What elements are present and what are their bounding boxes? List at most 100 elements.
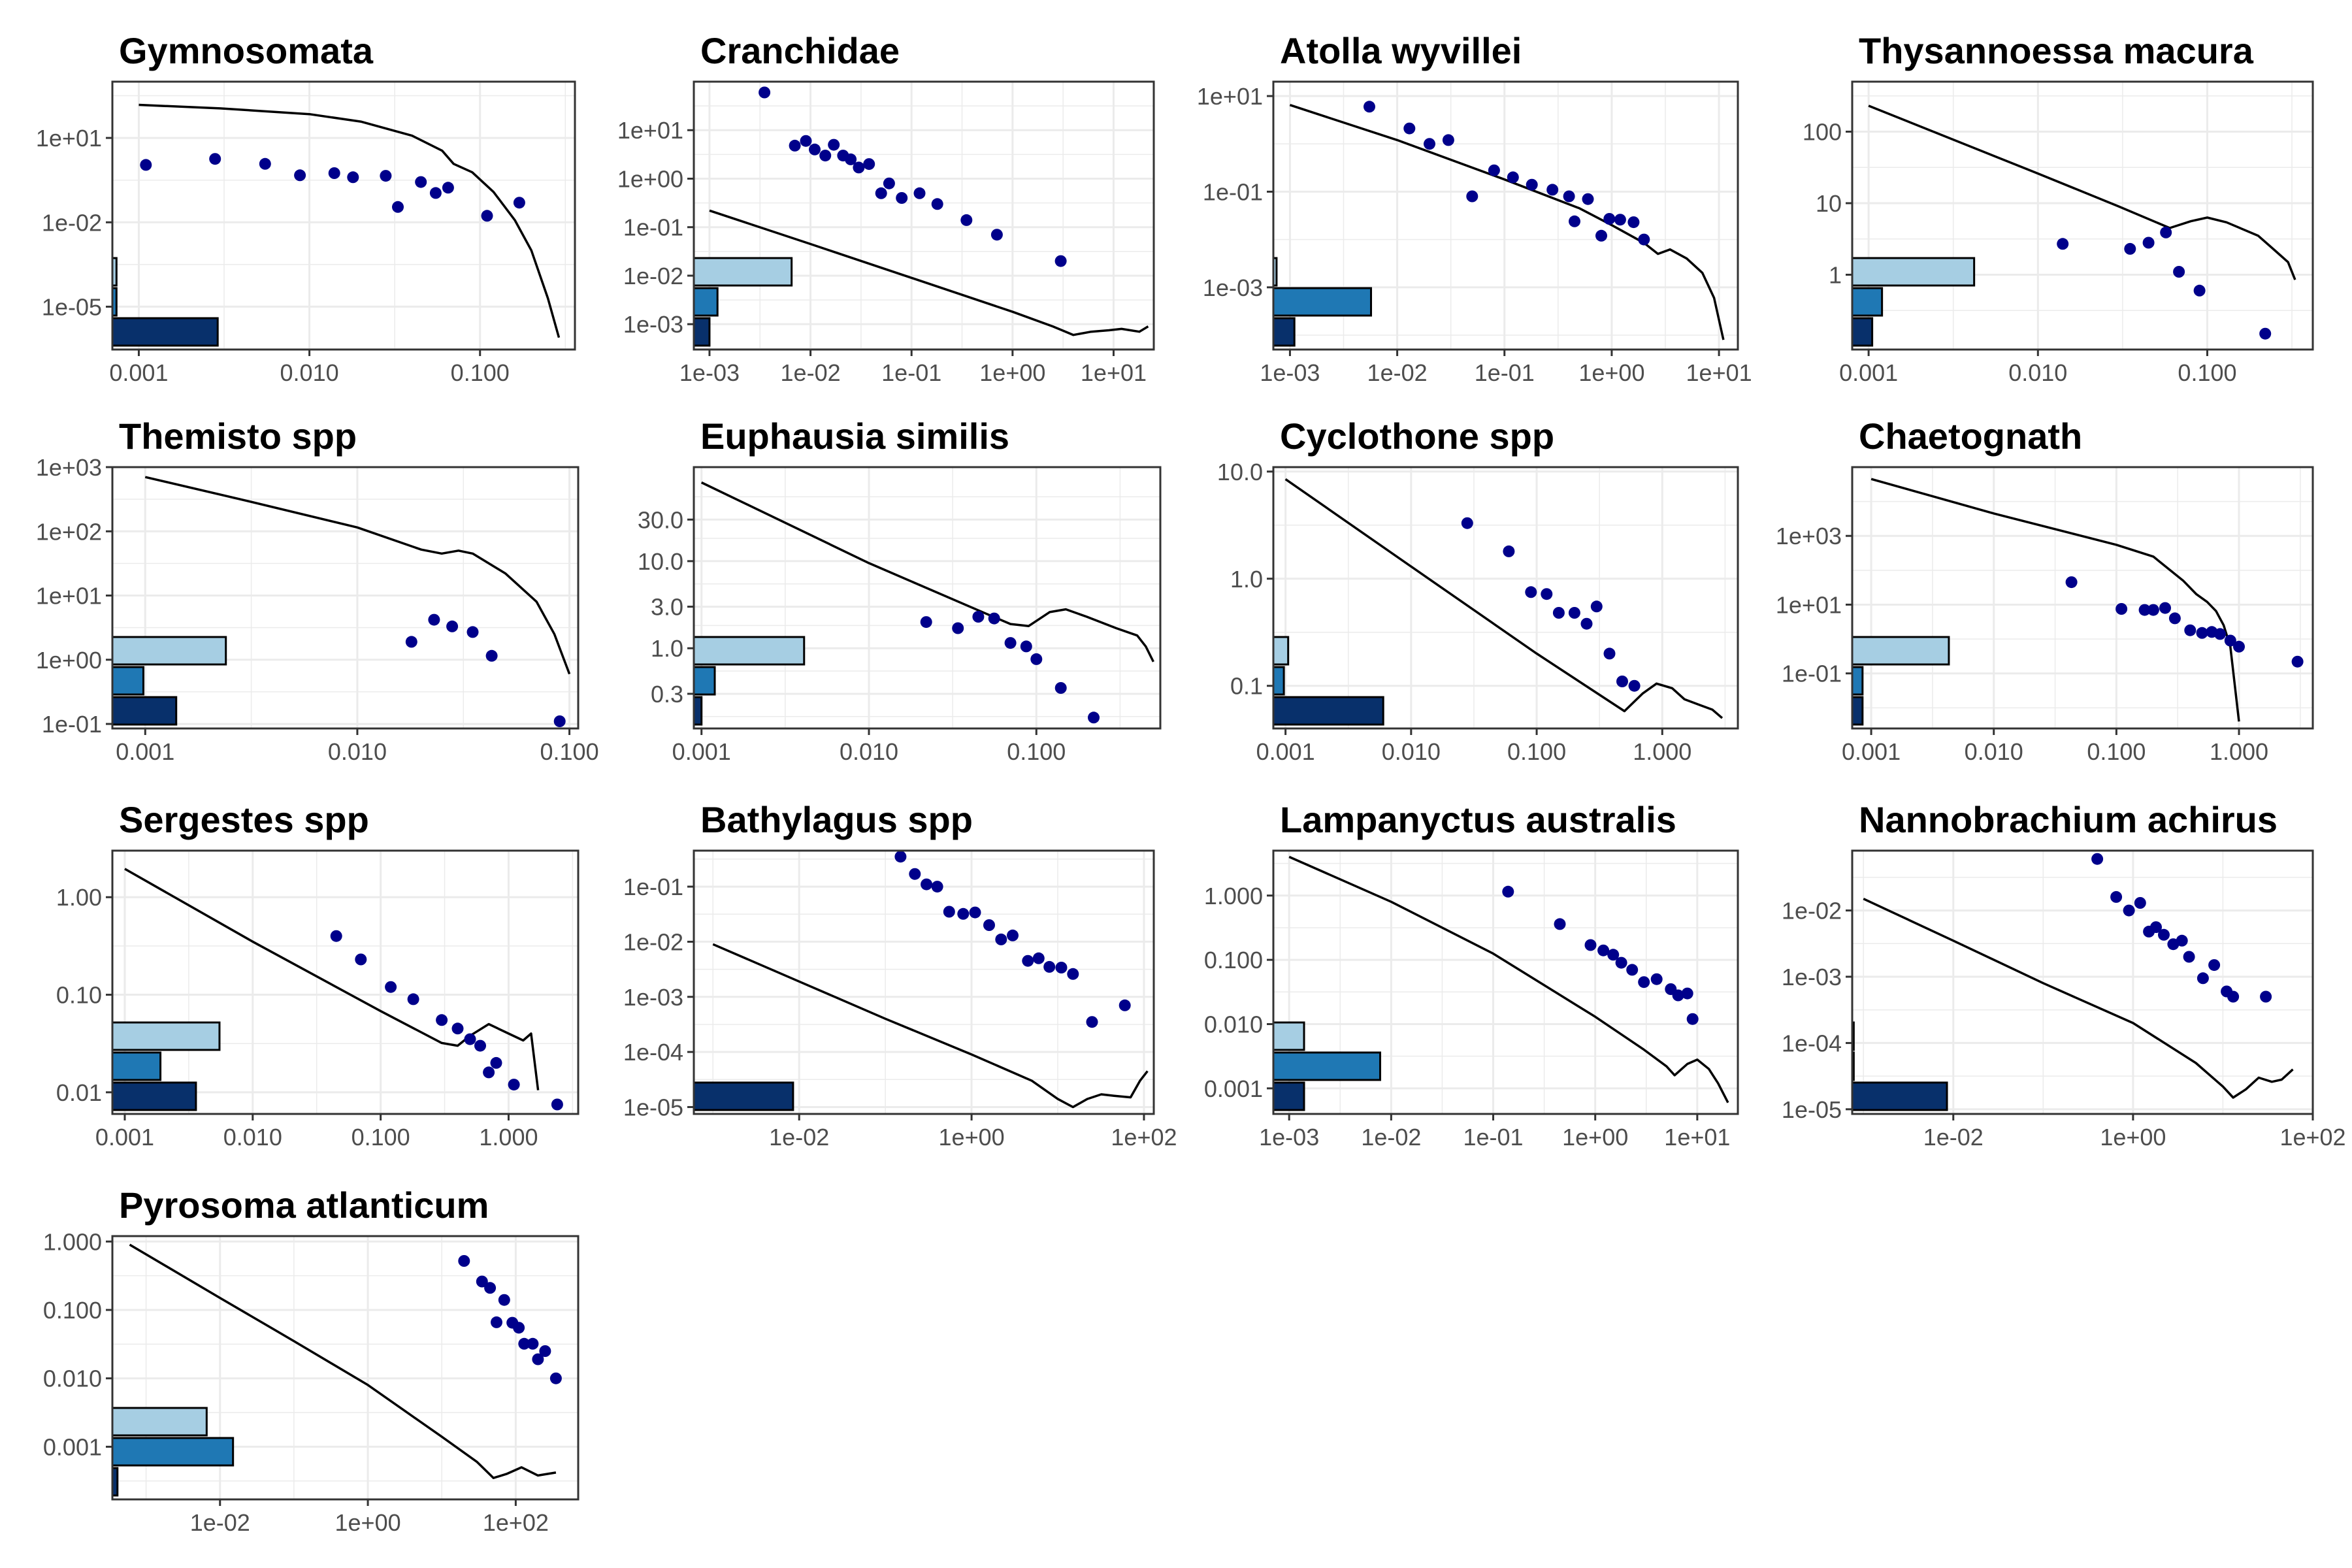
data-point — [789, 139, 801, 152]
bar-dark — [1272, 1081, 1305, 1111]
data-point — [2134, 897, 2146, 909]
axis-ticks: 0.001 0.010 0.100 1e-01 1e+00 1e+01 1e+02 1e+03 — [36, 454, 599, 765]
y-tick-label: 1e-05 — [623, 1094, 683, 1120]
data-point — [2183, 951, 2195, 963]
panel-title: Lampanyctus australis — [1280, 799, 1676, 840]
x-tick-label: 0.001 — [1839, 359, 1898, 386]
data-point — [2147, 604, 2159, 616]
model-line — [139, 103, 561, 338]
data-point — [1502, 885, 1514, 898]
panel-background — [112, 82, 575, 350]
data-point — [1627, 216, 1640, 229]
x-tick-label: 1.000 — [479, 1124, 538, 1151]
x-tick-label: 1e-01 — [881, 359, 941, 386]
model-line — [1870, 478, 2240, 722]
panel-border — [693, 80, 1155, 351]
x-tick-label: 1e-03 — [1259, 1124, 1319, 1151]
data-point — [931, 198, 943, 210]
data-point — [1086, 1016, 1098, 1028]
x-tick-label: 1e+02 — [2279, 1124, 2345, 1151]
y-tick-label: 1e-04 — [1782, 1030, 1842, 1056]
data-point — [1403, 122, 1416, 135]
panel-border — [1272, 466, 1739, 730]
panel-title: Thysannoessa macura — [1859, 30, 2254, 71]
data-points — [1502, 885, 1699, 1025]
major-gridlines — [694, 82, 1154, 350]
y-tick-label: 10 — [1816, 190, 1842, 217]
model-line — [1284, 478, 1723, 719]
y-tick-label: 0.01 — [56, 1079, 102, 1106]
y-tick-label: 1e-02 — [42, 209, 102, 236]
panel-title: Atolla wyvillei — [1280, 30, 1522, 71]
y-tick-label: 1e-01 — [1782, 661, 1842, 687]
data-point — [513, 1322, 525, 1334]
data-point — [474, 1039, 486, 1052]
data-point — [1595, 229, 1607, 242]
data-point — [2227, 990, 2240, 1003]
model-line — [129, 1243, 557, 1479]
data-point — [853, 161, 865, 174]
panel-border — [1851, 80, 2314, 351]
axis-ticks: 0.001 0.010 0.100 1.000 1e-01 1e+01 1e+03 — [1776, 523, 2268, 765]
data-point — [2123, 904, 2135, 917]
bar-dark — [111, 317, 219, 347]
y-tick-label: 1e+01 — [1776, 591, 1842, 618]
bars — [1851, 636, 1950, 726]
data-point — [1020, 640, 1032, 653]
y-tick-label: 10.0 — [638, 548, 683, 575]
bar-mid — [693, 287, 719, 317]
data-point — [2124, 242, 2136, 255]
data-points — [458, 1255, 562, 1384]
panel-background — [1852, 82, 2313, 350]
data-point — [1119, 999, 1131, 1011]
data-point — [415, 176, 427, 188]
data-point — [1563, 190, 1575, 203]
y-tick-label: 0.001 — [1204, 1075, 1263, 1102]
data-point — [407, 993, 419, 1005]
x-tick-label: 1e-03 — [1260, 359, 1320, 386]
data-point — [894, 851, 907, 863]
data-point — [1525, 586, 1537, 598]
data-point — [1541, 588, 1553, 600]
data-points — [1364, 101, 1650, 246]
panel-background — [694, 851, 1154, 1114]
y-tick-label: 0.100 — [43, 1297, 102, 1324]
data-point — [490, 1056, 502, 1069]
data-point — [943, 906, 955, 918]
data-point — [1507, 171, 1519, 184]
x-tick-label: 0.010 — [280, 359, 339, 386]
data-point — [527, 1337, 539, 1350]
y-tick-label: 1e+02 — [36, 518, 102, 545]
y-tick-label: 1e-02 — [623, 928, 683, 955]
data-point — [1568, 607, 1580, 619]
data-point — [436, 1014, 448, 1026]
y-tick-label: 1e-03 — [1782, 964, 1842, 990]
x-tick-label: 1e+01 — [1686, 359, 1752, 386]
x-tick-label: 0.010 — [223, 1124, 282, 1151]
bar-mid — [1272, 1051, 1382, 1081]
data-point — [1007, 929, 1019, 941]
x-tick-label: 0.001 — [116, 738, 174, 765]
y-tick-label: 1e-01 — [42, 711, 102, 738]
model-line — [1863, 898, 2294, 1099]
data-point — [2057, 238, 2069, 250]
axis-ticks: 1e-02 1e+00 1e+02 1e-05 1e-04 1e-03 1e-02 1e-01 — [623, 874, 1177, 1151]
data-point — [1603, 213, 1616, 225]
data-point — [952, 622, 964, 634]
data-point — [1054, 682, 1067, 694]
data-point — [2214, 628, 2226, 640]
y-tick-label: 1e-01 — [623, 214, 683, 241]
y-tick-label: 0.10 — [56, 982, 102, 1009]
data-point — [1614, 214, 1626, 226]
data-point — [446, 620, 459, 632]
panel-border — [693, 849, 1155, 1115]
data-point — [2159, 602, 2171, 614]
panel-background — [1852, 467, 2313, 728]
panel-border — [111, 80, 576, 351]
x-tick-label: 1e-01 — [1475, 359, 1535, 386]
y-tick-label: 0.3 — [651, 681, 683, 708]
data-point — [330, 930, 342, 942]
data-point — [451, 1022, 464, 1035]
data-point — [819, 150, 832, 162]
bar-light — [693, 257, 793, 287]
